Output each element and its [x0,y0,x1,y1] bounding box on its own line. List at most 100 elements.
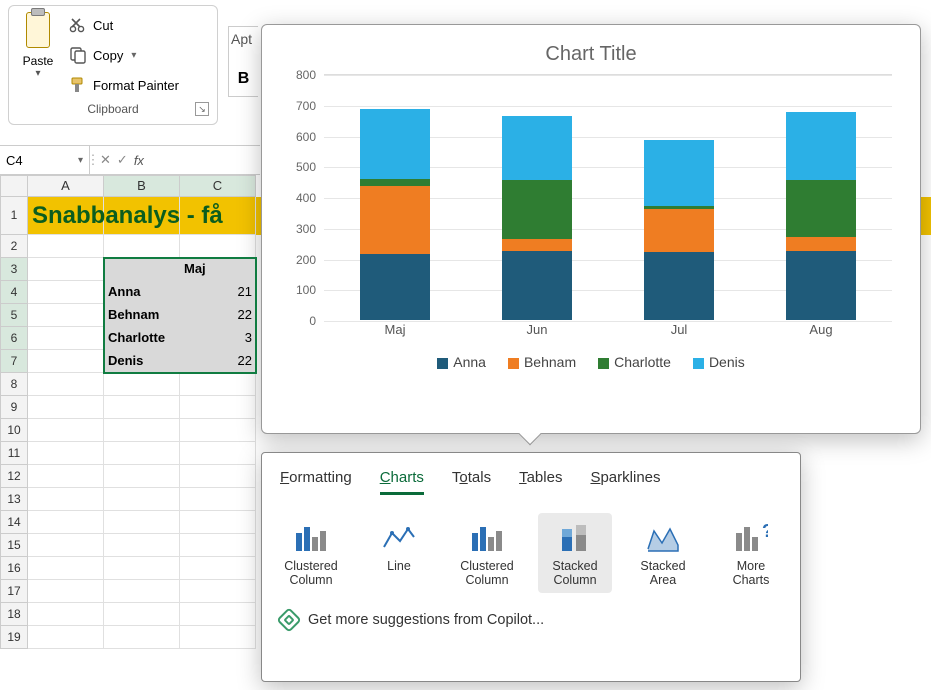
chevron-down-icon[interactable]: ▾ [131,50,136,61]
cell[interactable] [180,626,256,649]
cell[interactable]: Charlotte [104,327,180,350]
format-painter-button[interactable]: Format Painter [67,72,213,98]
cell[interactable] [180,534,256,557]
cell[interactable] [28,534,104,557]
quick-analysis-tab[interactable]: Tables [519,469,562,495]
column-header[interactable]: B [104,175,180,197]
fx-icon[interactable]: fx [134,153,144,168]
cell[interactable] [28,488,104,511]
cell[interactable] [28,511,104,534]
cell[interactable] [28,350,104,373]
cell[interactable] [104,419,180,442]
row-header[interactable]: 14 [0,511,28,534]
cell[interactable] [104,465,180,488]
quick-analysis-tab[interactable]: Formatting [280,469,352,495]
cell[interactable] [180,580,256,603]
dialog-launcher-icon[interactable]: ↘ [195,102,209,116]
cell[interactable]: 22 [180,350,256,373]
cell[interactable]: 3 [180,327,256,350]
cell[interactable] [180,396,256,419]
cell[interactable] [180,442,256,465]
cell[interactable] [28,304,104,327]
cell[interactable] [104,603,180,626]
row-header[interactable]: 1 [0,197,28,235]
quick-analysis-chart-option[interactable]: Line [362,513,436,593]
copy-button[interactable]: Copy ▾ [67,42,213,68]
cell[interactable] [28,258,104,281]
cell[interactable] [28,373,104,396]
cell[interactable] [28,281,104,304]
cell[interactable] [28,327,104,350]
row-header[interactable]: 2 [0,235,28,258]
copilot-suggestions-link[interactable]: Get more suggestions from Copilot... [262,599,800,641]
bold-button[interactable]: B [228,62,258,97]
cell[interactable] [104,580,180,603]
chevron-down-icon[interactable]: ▾ [78,155,83,166]
cell[interactable] [28,603,104,626]
cell[interactable] [28,626,104,649]
name-box[interactable]: C4 ▾ [0,146,90,174]
select-all-corner[interactable] [0,175,28,197]
cell[interactable] [28,419,104,442]
cut-button[interactable]: Cut [67,12,213,38]
cell[interactable] [180,488,256,511]
cell[interactable]: 21 [180,281,256,304]
cell[interactable] [104,626,180,649]
row-header[interactable]: 15 [0,534,28,557]
row-header[interactable]: 10 [0,419,28,442]
cell[interactable]: Denis [104,350,180,373]
row-header[interactable]: 7 [0,350,28,373]
cell[interactable] [180,419,256,442]
cell[interactable] [28,465,104,488]
cell[interactable]: Maj [180,258,256,281]
cell[interactable] [28,442,104,465]
cell[interactable] [28,557,104,580]
accept-formula-icon[interactable]: ✓ [117,152,128,168]
cell[interactable] [104,557,180,580]
row-header[interactable]: 6 [0,327,28,350]
cell[interactable] [28,396,104,419]
cell[interactable] [180,557,256,580]
row-header[interactable]: 3 [0,258,28,281]
quick-analysis-chart-option[interactable]: StackedColumn [538,513,612,593]
cell[interactable] [104,442,180,465]
chevron-down-icon[interactable]: ▾ [35,68,40,79]
cell[interactable]: 22 [180,304,256,327]
row-header[interactable]: 13 [0,488,28,511]
cell[interactable] [104,488,180,511]
cell[interactable]: Anna [104,281,180,304]
column-header[interactable]: A [28,175,104,197]
row-header[interactable]: 5 [0,304,28,327]
cell[interactable] [104,534,180,557]
cell[interactable] [180,511,256,534]
quick-analysis-chart-option[interactable]: ?MoreCharts [714,513,788,593]
row-header[interactable]: 18 [0,603,28,626]
cancel-formula-icon[interactable]: ✕ [100,152,111,168]
cell[interactable] [104,373,180,396]
quick-analysis-tab[interactable]: Charts [380,469,424,495]
cell[interactable] [104,511,180,534]
quick-analysis-tab[interactable]: Totals [452,469,491,495]
row-header[interactable]: 12 [0,465,28,488]
paste-button[interactable]: Paste ▾ [13,10,63,100]
cell[interactable] [104,235,180,258]
row-header[interactable]: 8 [0,373,28,396]
cell[interactable] [180,603,256,626]
column-header[interactable]: C [180,175,256,197]
row-header[interactable]: 4 [0,281,28,304]
cell[interactable] [28,580,104,603]
row-header[interactable]: 19 [0,626,28,649]
row-header[interactable]: 16 [0,557,28,580]
row-header[interactable]: 17 [0,580,28,603]
cell[interactable] [180,465,256,488]
cell[interactable] [28,235,104,258]
row-header[interactable]: 9 [0,396,28,419]
quick-analysis-tab[interactable]: Sparklines [590,469,660,495]
quick-analysis-chart-option[interactable]: StackedArea [626,513,700,593]
quick-analysis-chart-option[interactable]: ClusteredColumn [274,513,348,593]
quick-analysis-chart-option[interactable]: ClusteredColumn [450,513,524,593]
cell[interactable]: Behnam [104,304,180,327]
cell[interactable] [180,373,256,396]
row-header[interactable]: 11 [0,442,28,465]
cell[interactable] [104,396,180,419]
